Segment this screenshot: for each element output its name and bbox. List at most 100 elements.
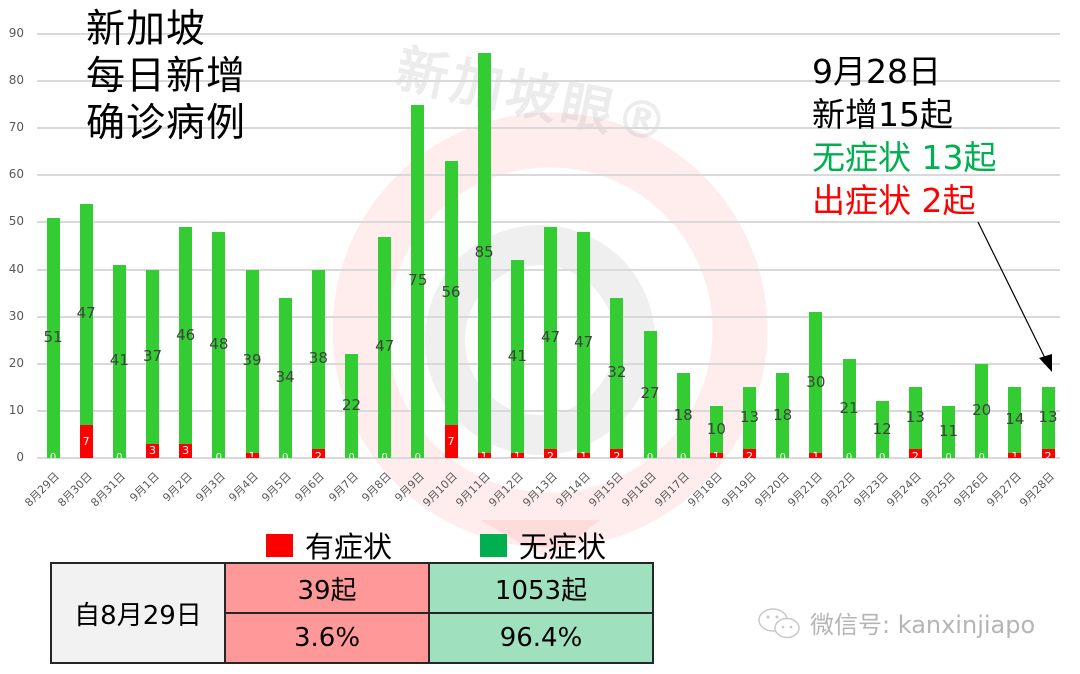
y-tick-label: 10	[8, 402, 24, 417]
bar-asymptomatic	[212, 231, 226, 458]
symptomatic-percent: 3.6%	[224, 612, 430, 664]
gridline	[37, 127, 1060, 130]
value-label-asymptomatic: 41	[507, 346, 527, 365]
value-label-asymptomatic: 75	[408, 271, 428, 290]
gridline	[37, 174, 1060, 177]
value-label-symptomatic: 0	[109, 453, 129, 458]
value-label-symptomatic: 1	[712, 449, 720, 457]
value-label-symptomatic: 0	[209, 453, 229, 458]
bar-asymptomatic	[743, 387, 756, 449]
value-label-asymptomatic: 10	[706, 419, 726, 438]
bar-asymptomatic	[776, 373, 790, 458]
y-tick-label: 0	[16, 450, 24, 464]
summary-table: 自8月29日 39起 1053起 3.6% 96.4%	[50, 562, 654, 664]
value-label-asymptomatic: 47	[540, 327, 561, 346]
bar-symptomatic	[79, 425, 93, 458]
bar-symptomatic	[510, 453, 524, 458]
value-label-asymptomatic: 47	[76, 304, 96, 323]
annotation-arrow-icon	[977, 221, 1052, 372]
legend-label: 无症状	[519, 530, 607, 564]
y-tick-label: 60	[8, 167, 24, 182]
bar-asymptomatic	[179, 227, 193, 444]
annotation-date: 9月28日	[812, 52, 941, 91]
value-label-symptomatic: 0	[939, 453, 959, 458]
bar-asymptomatic	[842, 359, 856, 458]
value-label-asymptomatic: 47	[375, 337, 395, 356]
value-label-asymptomatic: 21	[839, 398, 859, 417]
wechat-icon	[758, 608, 800, 639]
value-label-symptomatic: 0	[342, 453, 362, 458]
value-label-symptomatic: 0	[375, 453, 395, 458]
value-label-symptomatic: 0	[773, 453, 793, 458]
value-label-asymptomatic: 34	[275, 367, 295, 386]
value-label-asymptomatic: 48	[209, 334, 229, 353]
title-line: 新加坡	[86, 7, 207, 52]
bar-asymptomatic	[311, 269, 325, 449]
value-label-asymptomatic: 56	[441, 283, 461, 302]
gridline	[37, 80, 1060, 83]
bar-asymptomatic	[709, 406, 723, 454]
bar-asymptomatic	[245, 269, 259, 454]
y-tick-label: 40	[8, 261, 24, 276]
value-label-symptomatic: 2	[314, 449, 322, 459]
bar-asymptomatic	[278, 297, 292, 458]
legend-swatch-red	[266, 533, 293, 557]
value-label-symptomatic: 7	[447, 435, 455, 448]
bar-symptomatic	[577, 453, 591, 458]
value-label-symptomatic: 1	[248, 449, 256, 457]
legend-label: 有症状	[305, 530, 393, 564]
bar-asymptomatic	[676, 373, 690, 458]
value-label-symptomatic: 7	[82, 435, 90, 448]
value-label-symptomatic: 1	[1011, 449, 1019, 457]
bar-asymptomatic	[345, 354, 358, 458]
bar-asymptomatic	[79, 203, 93, 426]
value-label-asymptomatic: 37	[142, 346, 163, 365]
value-label-asymptomatic: 12	[872, 419, 892, 438]
value-label-asymptomatic: 41	[109, 351, 129, 370]
value-label-symptomatic: 1	[812, 449, 820, 457]
value-label-asymptomatic: 39	[242, 351, 262, 370]
value-label-symptomatic: 0	[408, 453, 428, 458]
bar-symptomatic	[245, 453, 259, 458]
value-label-asymptomatic: 30	[806, 372, 826, 391]
value-label-symptomatic: 0	[673, 453, 693, 458]
value-label-asymptomatic: 14	[1005, 410, 1025, 429]
value-label-asymptomatic: 46	[176, 325, 196, 344]
value-label-asymptomatic: 13	[905, 407, 925, 426]
bar-asymptomatic	[942, 406, 955, 458]
value-label-symptomatic: 0	[839, 453, 859, 458]
bar-asymptomatic	[975, 363, 989, 458]
bar-symptomatic	[311, 448, 325, 458]
bar-asymptomatic	[112, 264, 126, 458]
value-label-symptomatic: 1	[580, 449, 588, 457]
bar-asymptomatic	[577, 231, 591, 454]
value-label-asymptomatic: 18	[673, 405, 693, 424]
y-tick-label: 50	[8, 214, 24, 229]
value-label-asymptomatic: 32	[607, 363, 627, 382]
bar-asymptomatic	[46, 217, 60, 458]
annotation-symptomatic: 出症状 2起	[812, 181, 976, 220]
bar-asymptomatic	[875, 401, 889, 458]
bar-symptomatic	[908, 448, 922, 458]
value-label-asymptomatic: 47	[574, 332, 594, 351]
value-label-asymptomatic: 27	[640, 384, 660, 403]
bar-asymptomatic	[610, 297, 624, 449]
value-label-asymptomatic: 18	[773, 405, 793, 424]
bar-symptomatic	[444, 425, 458, 458]
annotation-asymptomatic: 无症状 13起	[812, 138, 997, 177]
value-label-symptomatic: 0	[640, 453, 660, 458]
gridline	[37, 33, 1060, 35]
bar-symptomatic	[146, 443, 159, 458]
latest-day-annotation: 9月28日 新增15起 无症状 13起 出症状 2起	[812, 50, 996, 222]
bar-symptomatic	[179, 443, 193, 458]
legend-swatch-green	[480, 533, 507, 557]
chart-title: 新加坡 每日新增 确诊病例	[86, 6, 246, 147]
y-tick-label: 20	[8, 355, 24, 370]
bar-asymptomatic	[510, 260, 524, 454]
value-label-symptomatic: 1	[513, 449, 521, 457]
value-label-symptomatic: 0	[972, 453, 992, 458]
value-label-symptomatic: 0	[872, 453, 892, 458]
asymptomatic-percent: 96.4%	[428, 612, 654, 664]
bar-symptomatic	[610, 448, 624, 458]
bar-asymptomatic	[1008, 387, 1022, 454]
